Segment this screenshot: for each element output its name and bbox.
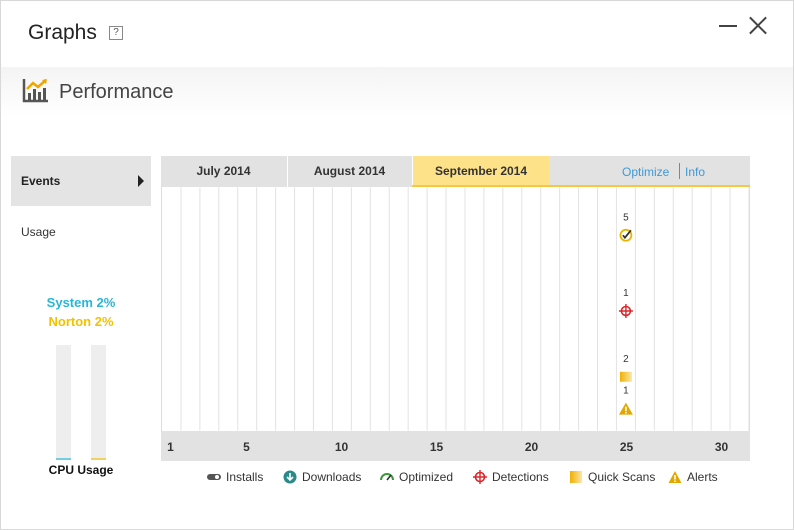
legend-optimized-label: Optimized — [399, 470, 454, 484]
x-tick-label: 15 — [430, 440, 444, 454]
optimized-check-icon — [619, 228, 633, 242]
detections-icon — [473, 470, 487, 484]
event-count-label: 1 — [623, 386, 629, 397]
alerts-icon — [668, 471, 682, 483]
optimize-link[interactable]: Optimize — [622, 165, 670, 179]
legend-detections-label: Detections — [492, 470, 549, 484]
link-divider — [679, 163, 680, 179]
cpu-norton-label: Norton 2% — [48, 314, 114, 329]
x-tick-label: 25 — [620, 440, 634, 454]
cpu-system-label: System 2% — [46, 295, 116, 310]
info-link[interactable]: Info — [685, 165, 706, 179]
events-chart: 5 1 2 1 — [161, 187, 750, 431]
tab-july-2014[interactable]: July 2014 — [196, 164, 251, 178]
window-title: Graphs — [28, 21, 97, 44]
quick-scans-icon — [619, 371, 632, 382]
nav-item-events-label: Events — [21, 174, 61, 188]
nav-item-usage[interactable]: Usage — [21, 225, 56, 239]
event-count-label: 1 — [623, 288, 629, 299]
cpu-system-bar — [56, 345, 71, 460]
x-axis: 1 5 10 15 20 25 30 — [161, 431, 750, 461]
help-button[interactable]: ? — [109, 26, 123, 40]
legend-quick-scans-label: Quick Scans — [588, 470, 656, 484]
alerts-warning-icon — [618, 402, 633, 415]
detections-crosshair-icon — [618, 304, 633, 318]
legend-alerts-label: Alerts — [687, 470, 718, 484]
chevron-right-icon — [138, 175, 144, 187]
installs-icon — [207, 474, 221, 480]
header-band — [1, 67, 793, 117]
cpu-usage-title: CPU Usage — [48, 463, 114, 477]
x-tick-label: 1 — [167, 440, 174, 454]
x-tick-label: 5 — [243, 440, 250, 454]
x-tick-label: 10 — [335, 440, 349, 454]
cpu-norton-bar-fill — [91, 457, 106, 460]
tab-september-2014[interactable]: September 2014 — [412, 156, 549, 187]
legend-downloads-label: Downloads — [302, 470, 362, 484]
month-tabs: July 2014 August 2014 September 2014 Opt… — [161, 156, 750, 187]
downloads-icon — [283, 470, 297, 484]
cpu-norton-bar — [91, 345, 106, 460]
x-tick-label: 30 — [715, 440, 729, 454]
minimize-button[interactable] — [717, 23, 739, 37]
x-tick-label: 20 — [525, 440, 539, 454]
nav-item-events[interactable]: Events — [11, 156, 151, 206]
event-count-label: 2 — [623, 354, 629, 365]
performance-chart-icon — [22, 79, 48, 103]
legend-installs-label: Installs — [226, 470, 264, 484]
cpu-system-bar-fill — [56, 457, 71, 460]
optimized-icon — [380, 473, 394, 481]
tab-august-2014[interactable]: August 2014 — [287, 156, 411, 187]
page-title: Performance — [59, 81, 174, 103]
active-tab-underline — [412, 185, 750, 187]
title-bar: Graphs ? — [1, 1, 793, 67]
quick-scans-icon — [570, 471, 582, 483]
close-button[interactable] — [748, 15, 768, 35]
event-count-label: 5 — [623, 212, 629, 223]
